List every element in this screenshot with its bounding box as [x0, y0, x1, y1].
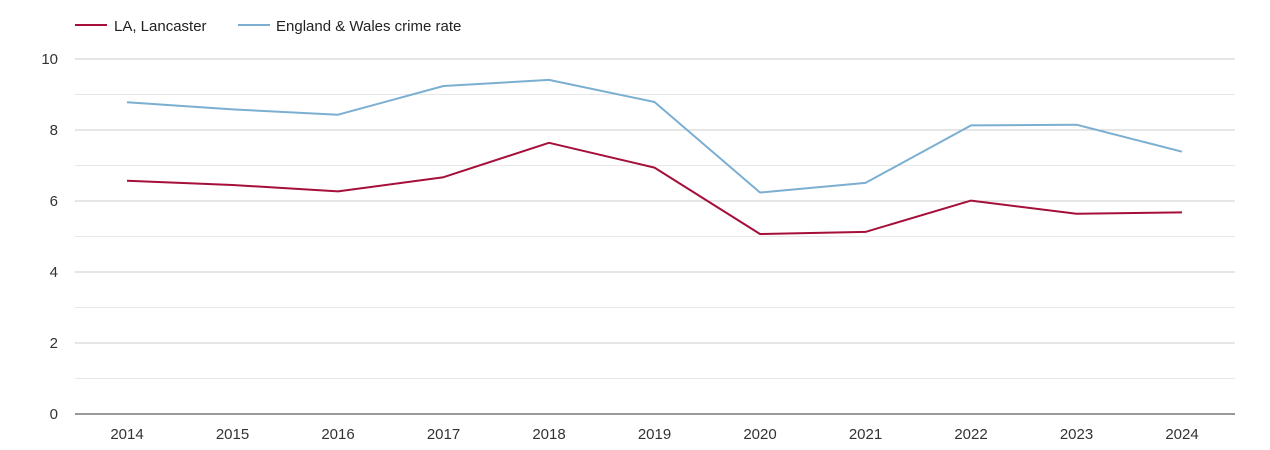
y-tick-label: 6 [50, 193, 58, 210]
x-tick-label: 2015 [216, 426, 249, 443]
x-tick-label: 2016 [321, 426, 354, 443]
x-tick-label: 2024 [1165, 426, 1198, 443]
legend-label-england-wales: England & Wales crime rate [276, 18, 461, 35]
legend-label-lancaster: LA, Lancaster [114, 18, 207, 35]
x-tick-label: 2018 [532, 426, 565, 443]
y-tick-label: 4 [50, 264, 58, 281]
x-tick-label: 2019 [638, 426, 671, 443]
series-line-england-wales[interactable] [126, 78, 1183, 194]
x-tick-label: 2022 [954, 426, 987, 443]
gridlines [75, 58, 1235, 379]
y-tick-label: 0 [50, 406, 58, 423]
x-tick-label: 2023 [1060, 426, 1093, 443]
x-tick-label: 2021 [849, 426, 882, 443]
x-tick-label: 2020 [743, 426, 776, 443]
y-tick-label: 2 [50, 335, 58, 352]
y-tick-label: 10 [41, 51, 58, 68]
x-tick-label: 2017 [427, 426, 460, 443]
x-tick-label: 2014 [110, 426, 143, 443]
series-line-lancaster[interactable] [126, 141, 1183, 235]
series-lines [126, 78, 1183, 235]
y-axis-ticks: 0 2 4 6 8 10 [41, 51, 58, 423]
y-tick-label: 8 [50, 122, 58, 139]
legend: LA, Lancaster England & Wales crime rate [75, 18, 461, 35]
legend-item-england-wales[interactable]: England & Wales crime rate [238, 18, 461, 35]
legend-item-lancaster[interactable]: LA, Lancaster [75, 18, 207, 35]
x-axis-ticks: 2014 2015 2016 2017 2018 2019 2020 2021 2022 2023… [110, 426, 1198, 443]
